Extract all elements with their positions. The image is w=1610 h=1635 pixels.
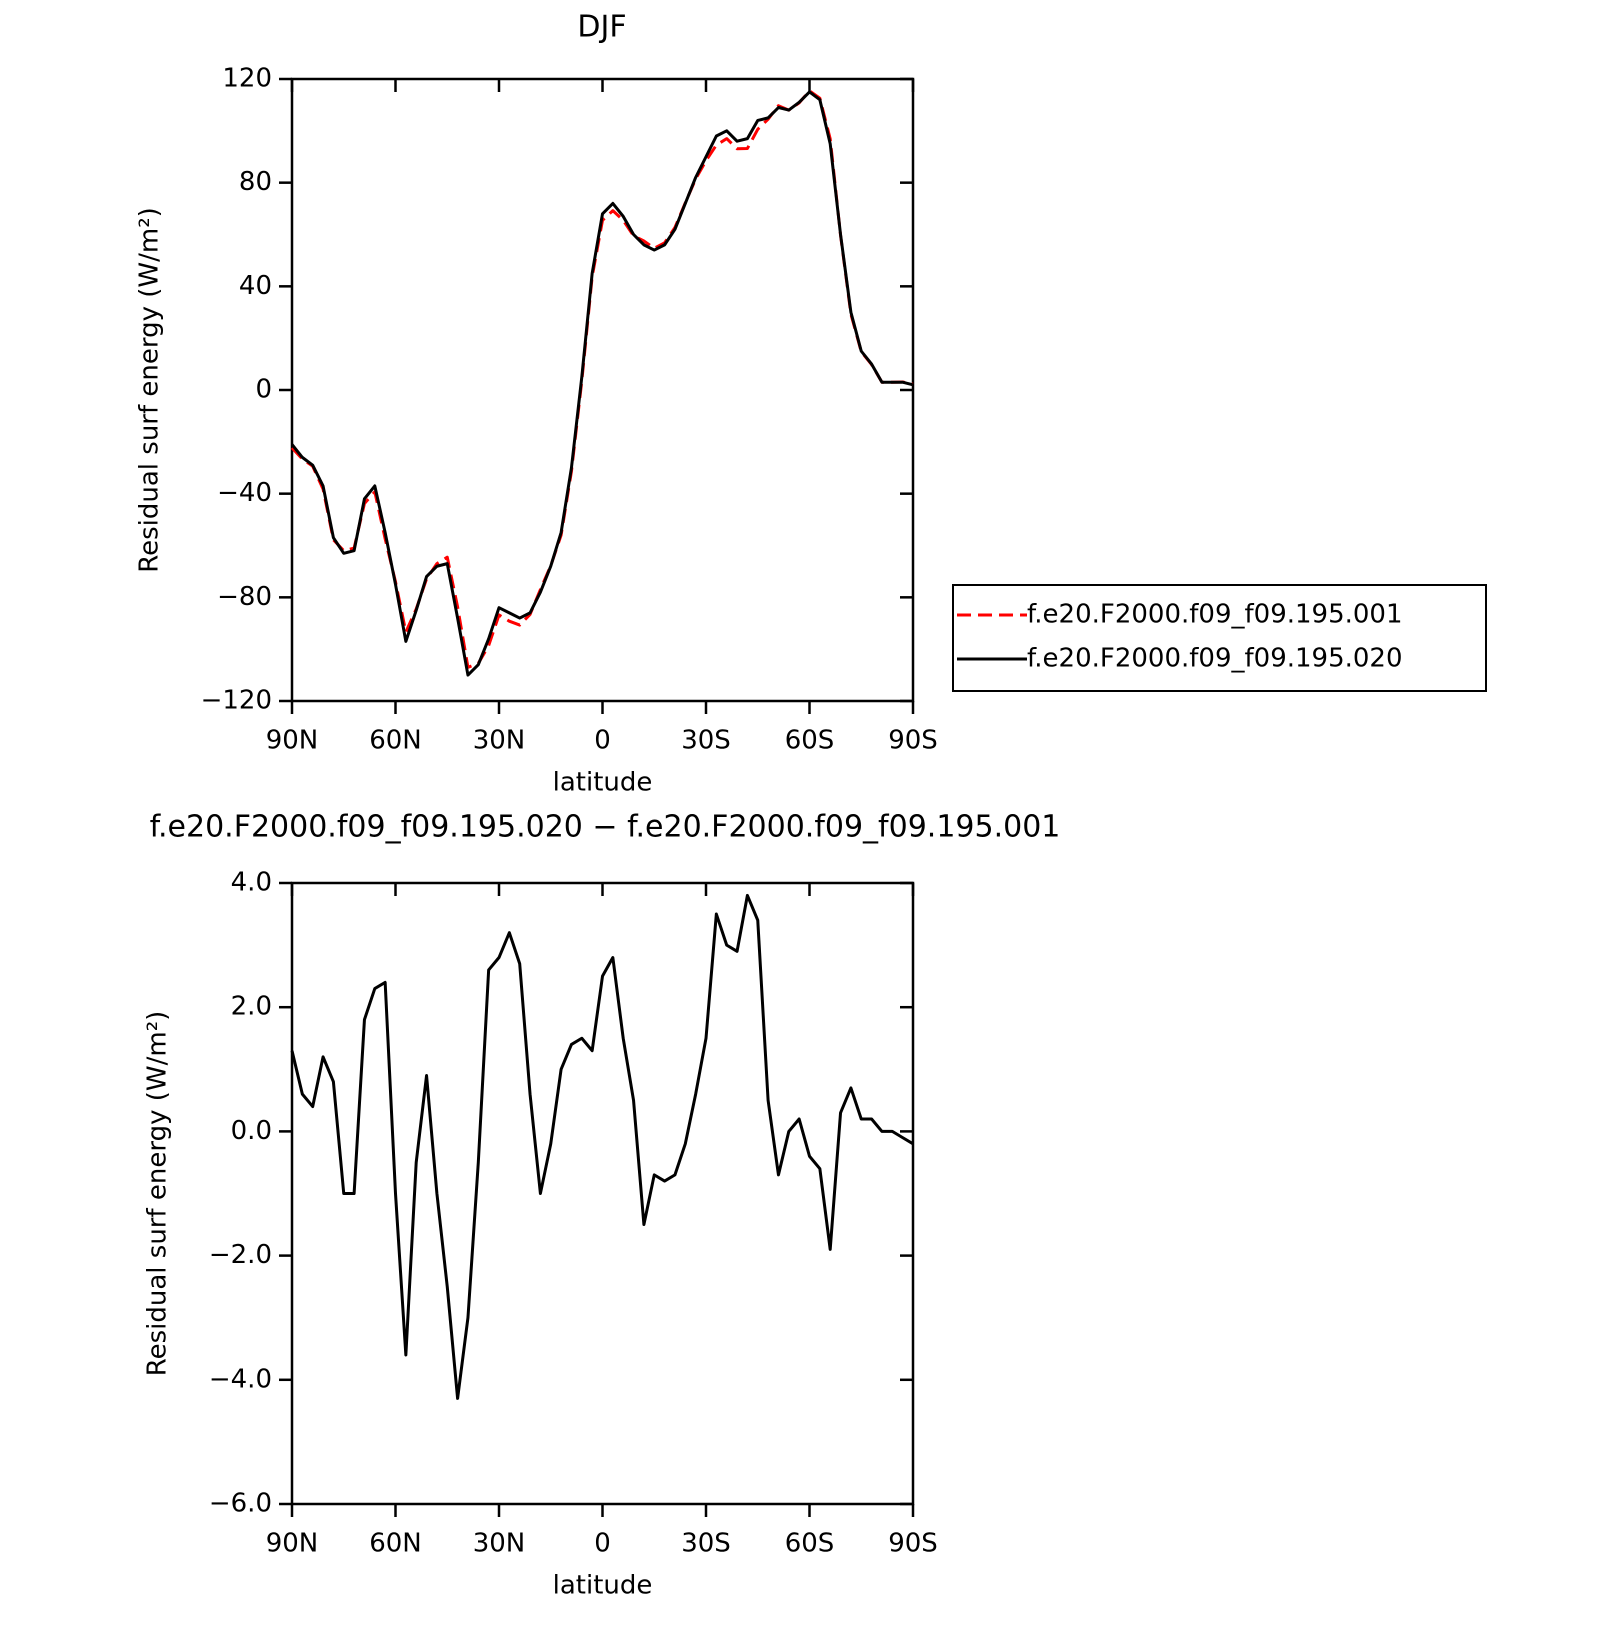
x-tick-label: 0 xyxy=(594,726,611,756)
legend-label: f.e20.F2000.f09_f09.195.001 xyxy=(1027,600,1403,630)
y-tick-label: 2.0 xyxy=(231,992,272,1022)
y-tick-label: 0.0 xyxy=(231,1116,272,1146)
y-axis-label: Residual surf energy (W/m²) xyxy=(135,207,165,573)
plot-frame xyxy=(290,77,915,703)
y-tick-label: −80 xyxy=(217,582,272,612)
y-axis-label: Residual surf energy (W/m²) xyxy=(143,1011,173,1377)
x-tick-label: 30S xyxy=(681,1529,731,1559)
chart-title: DJF xyxy=(577,10,626,45)
y-tick-label: −120 xyxy=(201,686,272,716)
x-tick-label: 60N xyxy=(369,726,422,756)
x-tick-label: 0 xyxy=(594,1529,611,1559)
x-tick-label: 90S xyxy=(888,726,938,756)
y-tick-label: 0 xyxy=(255,375,272,405)
y-tick-label: −2.0 xyxy=(209,1240,272,1270)
x-tick-label: 90N xyxy=(266,1529,319,1559)
x-tick-label: 60N xyxy=(369,1529,422,1559)
x-tick-label: 90S xyxy=(888,1529,938,1559)
x-tick-label: 30N xyxy=(473,726,526,756)
legend-box xyxy=(952,584,1487,692)
x-tick-label: 90N xyxy=(266,726,319,756)
data-line xyxy=(290,89,914,669)
x-tick-label: 60S xyxy=(785,726,835,756)
data-line xyxy=(290,893,914,1400)
data-line xyxy=(290,90,914,677)
legend-label: f.e20.F2000.f09_f09.195.020 xyxy=(1027,644,1403,674)
chart-title: f.e20.F2000.f09_f09.195.020 − f.e20.F200… xyxy=(150,810,1061,845)
y-tick-label: 4.0 xyxy=(231,868,272,898)
y-tick-label: −6.0 xyxy=(209,1489,272,1519)
y-tick-label: −4.0 xyxy=(209,1364,272,1394)
y-tick-label: 120 xyxy=(222,64,272,94)
x-axis-label: latitude xyxy=(553,1571,653,1601)
y-tick-label: 80 xyxy=(239,167,272,197)
x-axis-label: latitude xyxy=(553,768,653,798)
y-tick-label: 40 xyxy=(239,271,272,301)
x-tick-label: 60S xyxy=(785,1529,835,1559)
x-tick-label: 30N xyxy=(473,1529,526,1559)
x-tick-label: 30S xyxy=(681,726,731,756)
y-tick-label: −40 xyxy=(217,478,272,508)
